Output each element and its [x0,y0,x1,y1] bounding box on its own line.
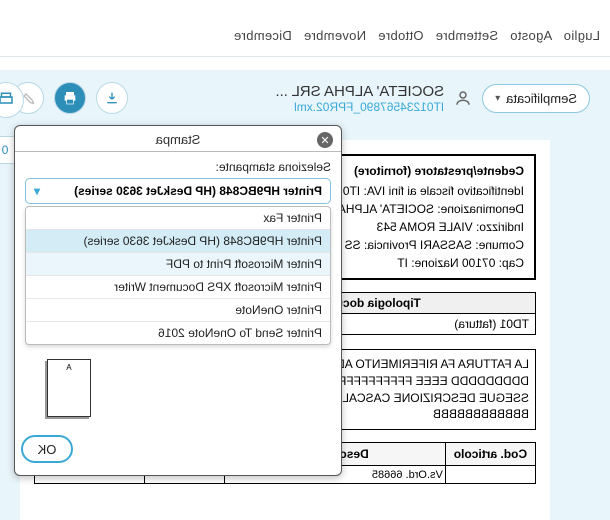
view-mode-dropdown[interactable]: Semplificata ▾ [482,84,590,113]
chevron-down-icon: ▾ [34,184,40,198]
dialog-title: Stampa [156,132,201,147]
company-title: SOCIETA' ALPHA SRL ... [275,83,444,100]
month[interactable]: Settembre [435,28,498,43]
printer-option[interactable]: Printer Microsoft Print to PDF [26,252,330,275]
month[interactable]: Dicembre [234,28,292,43]
xml-filename[interactable]: IT01234567890_FPR02.xml [275,100,444,114]
printer-selected-value: Printer HP9BC848 (HP DeskJet 3630 series… [74,184,322,198]
counter-value: 0 [2,143,9,157]
printer-options-list: Printer Fax Printer HP9BC848 (HP DeskJet… [25,206,331,345]
month[interactable]: Luglio [564,28,601,43]
month[interactable]: Agosto [510,28,552,43]
col-header: Cod. articolo [445,443,535,466]
page-thumbnail[interactable]: A [47,359,91,417]
ok-label: OK [38,442,57,457]
months-bar: Luglio Agosto Settembre Ottobre Novembre… [10,28,600,43]
dialog-titlebar: ✕ Stampa [15,126,341,152]
printer-option[interactable]: Printer Send To OneNote 2016 [26,321,330,344]
close-icon[interactable]: ✕ [317,132,333,148]
cell [445,466,535,484]
printer-option[interactable]: Printer Fax [26,207,330,229]
printer-option[interactable]: Printer Microsoft XPS Document Writer [26,275,330,298]
download-button[interactable] [96,82,128,114]
person-icon [454,89,472,107]
title-block: SOCIETA' ALPHA SRL ... IT01234567890_FPR… [275,83,444,114]
document-header: Semplificata ▾ SOCIETA' ALPHA SRL ... IT… [12,82,590,114]
printer-select-label: Seleziona stampante: [25,160,331,174]
view-mode-label: Semplificata [506,91,577,106]
printer-option[interactable]: Printer OneNote [26,298,330,321]
chevron-down-icon: ▾ [495,93,500,104]
thumb-label: A [66,363,71,372]
month[interactable]: Ottobre [378,28,423,43]
ok-button[interactable]: OK [21,435,73,463]
printer-option[interactable]: Printer HP9BC848 (HP DeskJet 3630 series… [26,229,330,252]
printer-select[interactable]: Printer HP9BC848 (HP DeskJet 3630 series… [25,178,331,204]
print-button[interactable] [54,82,86,114]
month[interactable]: Novembre [304,28,366,43]
divider [0,56,610,57]
print-dialog: ✕ Stampa Seleziona stampante: Printer HP… [14,125,342,476]
